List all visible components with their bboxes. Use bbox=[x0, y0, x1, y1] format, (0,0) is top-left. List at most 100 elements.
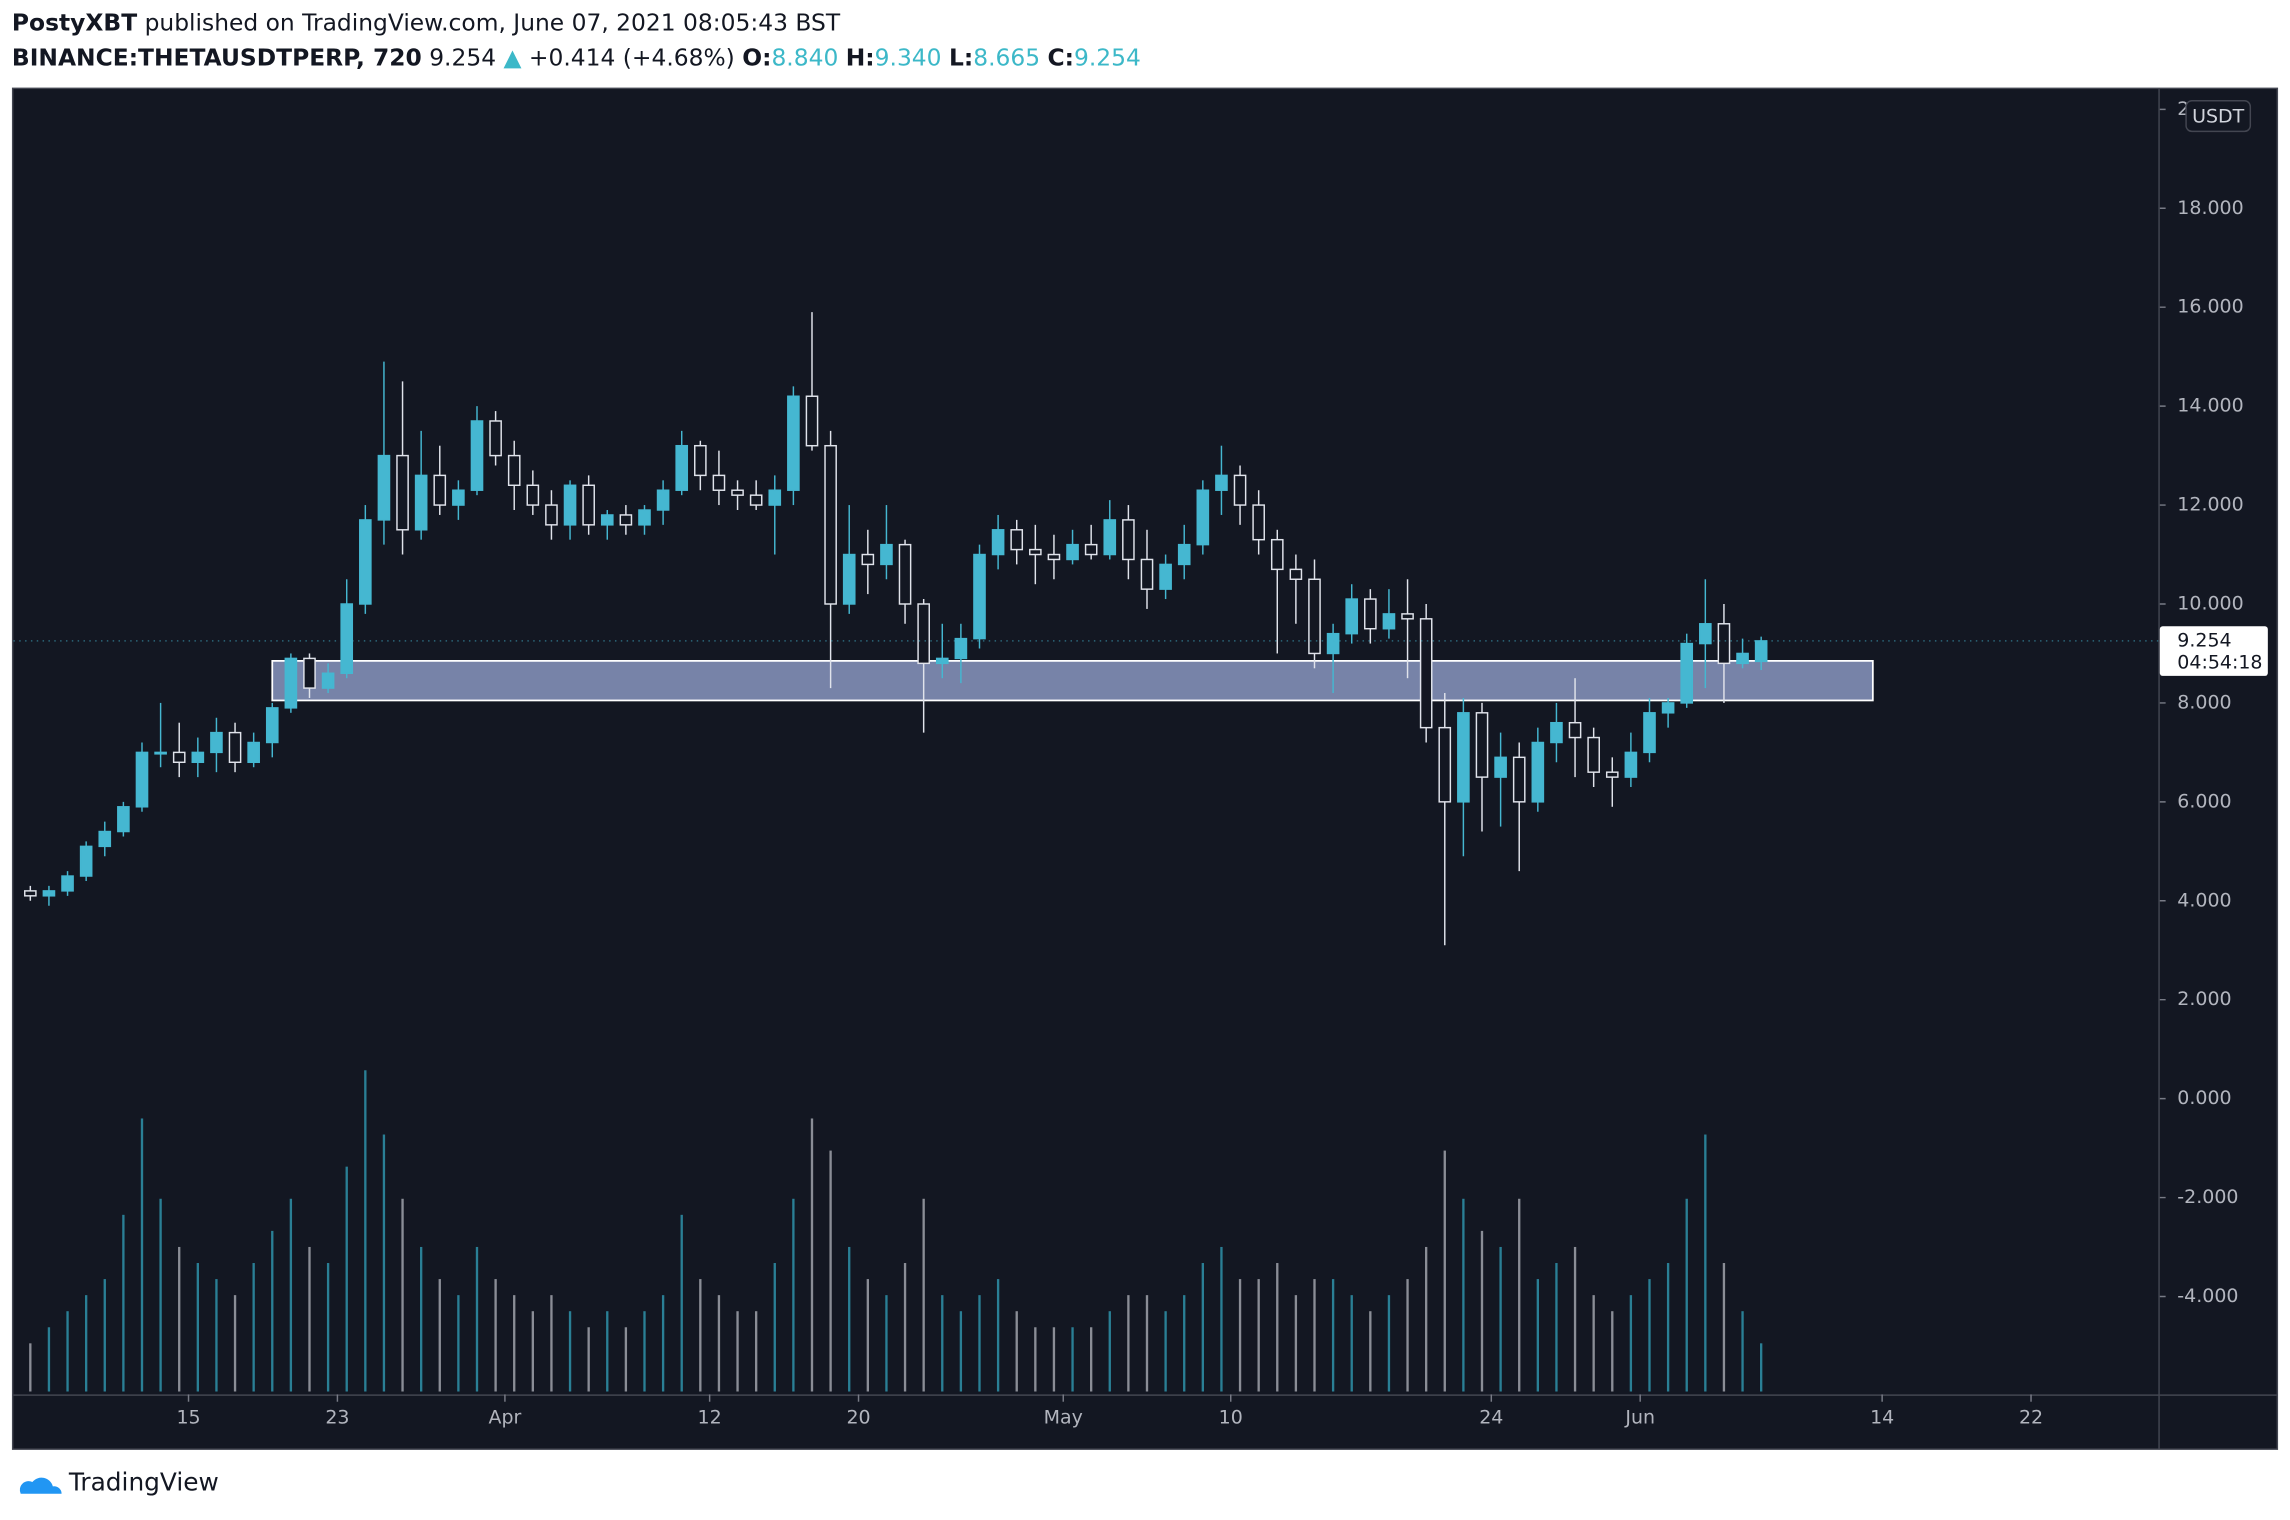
candle-body bbox=[861, 553, 875, 566]
candle-body bbox=[749, 494, 763, 506]
volume-bar bbox=[401, 1198, 404, 1392]
candle-body bbox=[1512, 756, 1526, 803]
volume-bar bbox=[475, 1246, 479, 1392]
candle-body bbox=[656, 489, 670, 511]
volume-bar bbox=[1592, 1295, 1595, 1392]
x-tick-label: 23 bbox=[325, 1406, 349, 1428]
volume-bar bbox=[1183, 1295, 1186, 1392]
price-tag bbox=[2159, 626, 2268, 676]
y-tick-label: 12.000 bbox=[2177, 494, 2243, 516]
volume-bar bbox=[717, 1295, 721, 1392]
l-label: L: bbox=[949, 43, 973, 71]
candle-body bbox=[1680, 642, 1694, 704]
l: 8.665 bbox=[973, 43, 1040, 71]
support-zone bbox=[271, 659, 1874, 702]
last: 9.254 bbox=[429, 43, 496, 71]
candle-body bbox=[787, 395, 800, 491]
candle-body bbox=[1308, 578, 1321, 655]
candle-body bbox=[1624, 751, 1638, 778]
volume-bar bbox=[494, 1279, 497, 1392]
volume-bar bbox=[1071, 1327, 1074, 1392]
volume-bar bbox=[810, 1118, 814, 1392]
volume-bar bbox=[252, 1263, 255, 1392]
volume-bar bbox=[233, 1295, 237, 1392]
candle-body bbox=[265, 707, 279, 744]
candle-body bbox=[768, 489, 782, 506]
volume-bar bbox=[1462, 1198, 1465, 1392]
volume-bar bbox=[345, 1166, 348, 1392]
candle-body bbox=[1140, 558, 1154, 590]
candle-body bbox=[1736, 652, 1749, 665]
candle-body bbox=[172, 751, 186, 764]
candle-body bbox=[1270, 538, 1284, 571]
volume-bar bbox=[1536, 1279, 1539, 1392]
volume-bar bbox=[1238, 1279, 1242, 1392]
candle-body bbox=[1754, 640, 1768, 663]
candle-body bbox=[898, 543, 912, 605]
volume-bar bbox=[1722, 1263, 1726, 1392]
candle-body bbox=[526, 484, 540, 506]
volume-bar bbox=[1369, 1311, 1372, 1392]
volume-bar bbox=[1313, 1279, 1316, 1392]
volume-bar bbox=[1759, 1343, 1763, 1392]
logo: TradingView bbox=[19, 1467, 219, 1496]
candle-body bbox=[396, 454, 409, 531]
candle-body bbox=[1103, 519, 1117, 556]
volume-bar bbox=[1220, 1246, 1223, 1392]
candle-body bbox=[1661, 702, 1675, 714]
volume-bar bbox=[661, 1295, 665, 1392]
volume-bar bbox=[1015, 1311, 1018, 1392]
volume-bar bbox=[1629, 1295, 1633, 1392]
volume-bar bbox=[1145, 1295, 1149, 1392]
candle-body bbox=[1587, 736, 1600, 773]
candle-body bbox=[1531, 741, 1545, 803]
volume-bar bbox=[531, 1311, 534, 1392]
countdown: 04:54:18 bbox=[2177, 651, 2262, 673]
candle-body bbox=[1233, 474, 1247, 506]
volume-bar bbox=[1089, 1327, 1093, 1392]
arrow: ▲ bbox=[504, 43, 522, 71]
publish-line: PostyXBT published on TradingView.com, J… bbox=[12, 8, 841, 36]
volume-bar bbox=[438, 1279, 441, 1392]
x-tick-label: 14 bbox=[1870, 1406, 1894, 1428]
volume-bar bbox=[643, 1311, 646, 1392]
change: +0.414 (+4.68%) bbox=[529, 43, 735, 71]
currency-box[interactable] bbox=[2185, 100, 2252, 133]
volume-bar bbox=[1108, 1311, 1111, 1392]
candle-body bbox=[452, 489, 465, 506]
candle-body bbox=[433, 474, 447, 506]
x-tick-label: May bbox=[1044, 1406, 1083, 1428]
candle-body bbox=[1438, 726, 1452, 803]
candle-body bbox=[1047, 553, 1061, 561]
volume-bar bbox=[84, 1295, 88, 1392]
volume-bar bbox=[1499, 1246, 1502, 1392]
volume-bar bbox=[624, 1327, 628, 1392]
h: 9.340 bbox=[875, 43, 942, 71]
candle-body bbox=[1605, 771, 1619, 778]
y-tick-label: 6.000 bbox=[2177, 790, 2231, 812]
candle-body bbox=[1159, 563, 1172, 590]
candle-body bbox=[805, 395, 819, 447]
x-tick-label: 12 bbox=[698, 1406, 722, 1428]
volume-bar bbox=[606, 1311, 609, 1392]
candle-body bbox=[1345, 598, 1359, 635]
volume-bar bbox=[1034, 1327, 1037, 1392]
candle-body bbox=[917, 603, 930, 665]
candle-body bbox=[731, 489, 744, 496]
volume-bar bbox=[792, 1198, 795, 1392]
candle-body bbox=[600, 514, 614, 526]
y-tick-label: 0.000 bbox=[2177, 1087, 2231, 1109]
candle-body bbox=[98, 830, 112, 848]
volume-bar bbox=[382, 1134, 386, 1392]
volume-bar bbox=[196, 1263, 199, 1392]
symbol-line: BINANCE:THETAUSDTPERP, 720 9.254 ▲ +0.41… bbox=[12, 43, 1141, 71]
y-tick-label: 16.000 bbox=[2177, 296, 2243, 318]
volume-bar bbox=[1666, 1263, 1670, 1392]
plot bbox=[13, 312, 2159, 1392]
chart-bg bbox=[11, 87, 2279, 1450]
volume-bar bbox=[1276, 1263, 1279, 1392]
candle-body bbox=[1010, 529, 1024, 551]
author: PostyXBT bbox=[12, 8, 137, 36]
candle-body bbox=[1029, 548, 1042, 556]
